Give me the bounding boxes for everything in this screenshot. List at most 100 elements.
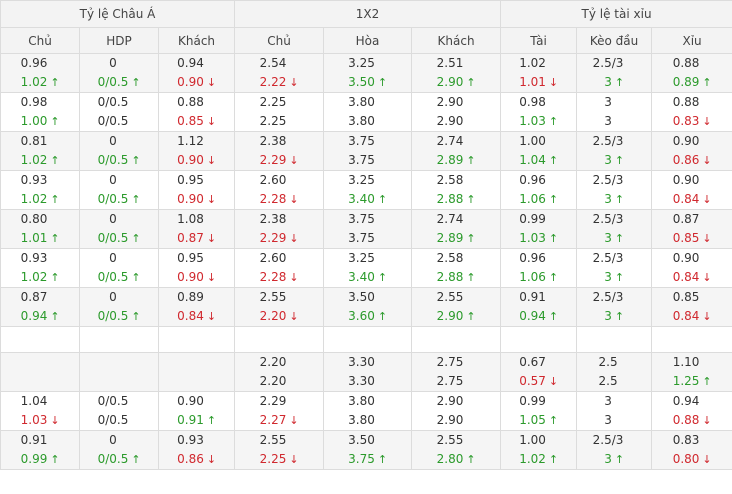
arrow-up-icon: ↑ bbox=[614, 453, 625, 466]
arrow-spacer bbox=[626, 172, 635, 191]
odds-cell: 0.93 0.86 ↓ bbox=[157, 430, 236, 470]
opening-odds-value: 3.80 bbox=[348, 95, 375, 109]
arrow-spacer bbox=[378, 411, 387, 430]
group-header-ty-le-tai-xiu: Tỷ lệ tài xỉu bbox=[500, 0, 732, 28]
arrow-up-icon: ↑ bbox=[50, 193, 60, 206]
opening-odds: 2.20 bbox=[236, 354, 323, 373]
opening-odds: 0.87 bbox=[653, 211, 732, 230]
opening-odds-value: 2.90 bbox=[436, 95, 464, 109]
live-odds-value: 0.83 bbox=[672, 114, 700, 128]
arrow-up-icon: ↑ bbox=[548, 154, 559, 167]
opening-odds: 0.67 bbox=[502, 354, 576, 373]
opening-odds-value: 3.25 bbox=[348, 56, 375, 70]
arrow-up-icon: ↑ bbox=[131, 193, 141, 206]
opening-odds-value: 0.88 bbox=[177, 95, 204, 109]
odds-cell: 2.74 2.89 ↑ bbox=[411, 131, 502, 171]
opening-odds: 3.75 bbox=[325, 211, 411, 230]
opening-odds: 1.08 bbox=[160, 211, 234, 230]
opening-odds: 0.88 bbox=[653, 94, 732, 113]
opening-odds-value: 1.00 bbox=[519, 433, 546, 447]
live-odds-value: 0.91 bbox=[177, 413, 204, 427]
live-odds-value: 0.90 bbox=[177, 270, 204, 284]
live-odds: 3.75 ↑ bbox=[325, 450, 411, 469]
opening-odds: 2.58 bbox=[413, 172, 500, 191]
live-odds-value: 3.50 bbox=[348, 75, 375, 89]
opening-odds-value: 2.55 bbox=[436, 290, 464, 304]
opening-odds: 3.25 bbox=[325, 250, 411, 269]
odds-cell: 0.99 1.05 ↑ bbox=[500, 391, 578, 431]
live-odds-value: 1.02 bbox=[20, 192, 48, 206]
live-odds: 2.28 ↓ bbox=[236, 268, 323, 287]
live-odds-value: 0.80 bbox=[672, 452, 700, 466]
opening-odds: 0.89 bbox=[160, 289, 234, 308]
arrow-spacer bbox=[549, 94, 558, 113]
arrow-down-icon: ↓ bbox=[702, 414, 712, 427]
opening-odds: 1.10 bbox=[653, 354, 732, 373]
opening-odds: 0.85 bbox=[653, 289, 732, 308]
odds-cell: 0.81 1.02 ↑ bbox=[0, 131, 80, 171]
opening-odds: 0/0.5 bbox=[81, 94, 158, 113]
arrow-up-icon: ↑ bbox=[131, 76, 141, 89]
odds-cell: 3.25 3.40 ↑ bbox=[323, 248, 413, 288]
live-odds-value: 0/0.5 bbox=[97, 192, 129, 206]
opening-odds: 2.5/3 bbox=[578, 172, 651, 191]
arrow-spacer bbox=[289, 250, 298, 269]
live-odds: 0.94 ↑ bbox=[502, 307, 576, 326]
live-odds-value: 0/0.5 bbox=[97, 452, 129, 466]
opening-odds: 2.58 bbox=[413, 250, 500, 269]
odds-cell: 0.93 1.02 ↑ bbox=[0, 248, 80, 288]
opening-odds: 2.74 bbox=[413, 133, 500, 152]
group-header-1x2: 1X2 bbox=[234, 0, 502, 28]
live-odds: 0.84 ↓ bbox=[160, 307, 234, 326]
odds-cell: 0.95 0.90 ↓ bbox=[157, 248, 236, 288]
odds-cell: 2.20 2.20 bbox=[234, 352, 325, 392]
odds-body: 0.96 1.02 ↑ 0 0/0.5 ↑ 0.94 0.90 ↓ 2.54 2.22 ↓ 3.… bbox=[0, 53, 732, 470]
arrow-down-icon: ↓ bbox=[289, 154, 299, 167]
opening-odds-value: 0.90 bbox=[177, 394, 204, 408]
live-odds-value: 3 bbox=[604, 309, 612, 323]
odds-cell: 2.5/3 3 ↑ bbox=[576, 287, 653, 327]
arrow-up-icon: ↑ bbox=[548, 310, 559, 323]
live-odds-value: 0.90 bbox=[177, 192, 204, 206]
arrow-spacer bbox=[207, 250, 216, 269]
arrow-spacer bbox=[120, 432, 129, 451]
arrow-spacer bbox=[131, 112, 140, 131]
opening-odds: 2.38 bbox=[236, 133, 323, 152]
live-odds-value: 2.89 bbox=[436, 153, 464, 167]
opening-odds: 0 bbox=[81, 211, 158, 230]
arrow-spacer bbox=[378, 112, 387, 131]
opening-odds bbox=[160, 354, 234, 373]
live-odds: 3 bbox=[578, 112, 651, 131]
live-odds: 0/0.5 ↑ bbox=[81, 229, 158, 248]
live-odds-value: 2.89 bbox=[436, 231, 464, 245]
odds-cell: 0.91 0.99 ↑ bbox=[0, 430, 80, 470]
live-odds: 0.86 ↓ bbox=[653, 151, 732, 170]
arrow-up-icon: ↑ bbox=[466, 310, 476, 323]
arrow-spacer bbox=[626, 211, 635, 230]
odds-cell: 1.02 1.01 ↓ bbox=[500, 53, 578, 93]
odds-cell: 0.98 1.00 ↑ bbox=[0, 92, 80, 132]
live-odds: 2.28 ↓ bbox=[236, 190, 323, 209]
live-odds: 2.29 ↓ bbox=[236, 229, 323, 248]
odds-cell: 2.5 2.5 bbox=[576, 352, 653, 392]
opening-odds-value: 0.90 bbox=[672, 173, 700, 187]
table-row bbox=[0, 326, 732, 353]
opening-odds-value: 0.93 bbox=[20, 173, 48, 187]
live-odds-value: 1.06 bbox=[519, 270, 546, 284]
live-odds: 2.25 bbox=[236, 112, 323, 131]
arrow-spacer bbox=[289, 289, 298, 308]
opening-odds-value: 0.99 bbox=[519, 212, 546, 226]
opening-odds-value: 0.94 bbox=[672, 394, 700, 408]
column-header-hdp: HDP bbox=[79, 27, 159, 54]
live-odds-value: 0.86 bbox=[672, 153, 700, 167]
arrow-spacer bbox=[702, 354, 711, 373]
odds-cell: 2.55 2.25 ↓ bbox=[234, 430, 325, 470]
arrow-down-icon: ↓ bbox=[206, 154, 217, 167]
arrow-spacer bbox=[289, 432, 298, 451]
arrow-up-icon: ↑ bbox=[466, 193, 476, 206]
arrow-spacer bbox=[621, 354, 630, 373]
live-odds-value: 2.28 bbox=[259, 270, 287, 284]
opening-odds: 2.55 bbox=[413, 289, 500, 308]
odds-cell: 1.00 1.02 ↑ bbox=[500, 430, 578, 470]
live-odds-value: 2.29 bbox=[259, 153, 287, 167]
